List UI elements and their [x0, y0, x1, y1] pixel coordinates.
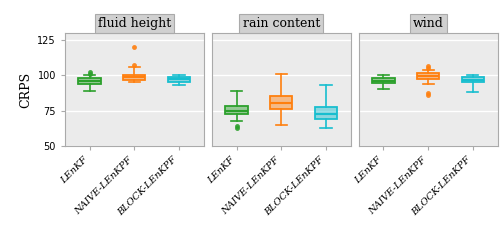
Title: wind: wind: [413, 17, 444, 30]
Bar: [372, 78, 394, 83]
Title: rain content: rain content: [242, 17, 320, 30]
Bar: [315, 107, 337, 118]
Bar: [462, 77, 484, 82]
Bar: [78, 78, 101, 84]
Bar: [462, 77, 484, 82]
Bar: [417, 73, 440, 79]
Bar: [168, 77, 190, 82]
Bar: [270, 96, 292, 109]
Bar: [226, 106, 248, 114]
Bar: [78, 78, 101, 84]
Bar: [372, 78, 394, 83]
Bar: [123, 75, 146, 80]
Title: fluid height: fluid height: [98, 17, 171, 30]
Bar: [226, 106, 248, 114]
Bar: [417, 73, 440, 79]
Y-axis label: CRPS: CRPS: [19, 71, 32, 108]
Bar: [123, 75, 146, 80]
Bar: [315, 107, 337, 118]
Bar: [168, 77, 190, 82]
Bar: [270, 96, 292, 109]
